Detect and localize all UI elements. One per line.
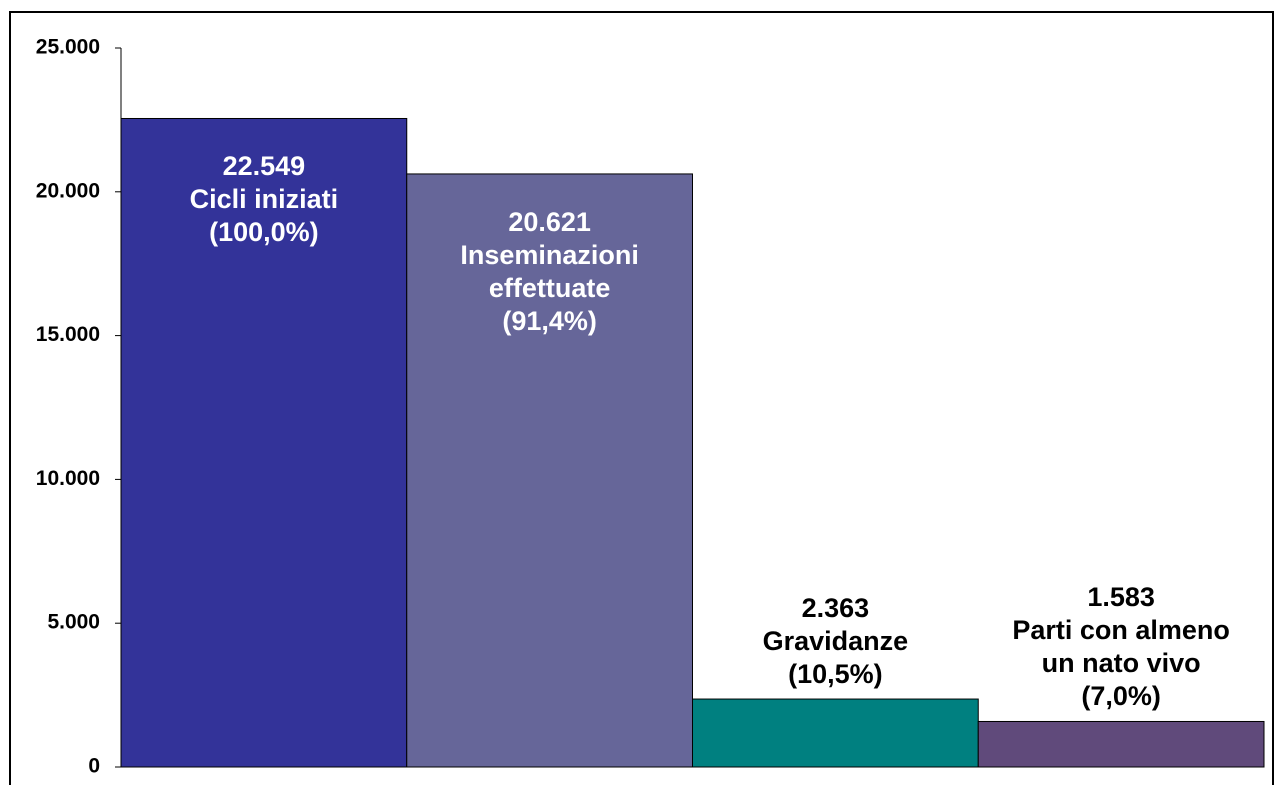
share-label: (7,0%) [1081,681,1161,712]
category-label: Inseminazioni effettuate [460,239,639,303]
y-tick-label: 25.000 [36,36,100,59]
label-box: 22.549 Cicli iniziati (100,0%) [121,150,407,767]
label-box: 20.621 Inseminazioni effettuate (91,4%) [407,206,693,767]
bar [977,720,1265,768]
y-tick-label: 15.000 [36,323,100,346]
value-label: 22.549 [222,151,306,182]
y-tick-label: 5.000 [47,611,100,634]
value-label: 1.583 [1087,582,1155,613]
share-label: (91,4%) [502,305,597,336]
y-tick-label: 20.000 [36,179,100,202]
bar [692,698,979,768]
category-label: Parti con almeno un nato vivo [1012,615,1230,679]
category-label: Gravidanze [762,626,909,657]
y-tick-label: 10.000 [36,467,100,490]
share-label: (100,0%) [209,217,319,248]
share-label: (10,5%) [788,659,883,690]
value-label: 2.363 [801,593,870,624]
label-box: 2.363 Gravidanze (10,5%) [693,0,979,691]
category-label: Cicli iniziati [189,184,339,215]
value-label: 20.621 [508,206,591,237]
bar [120,117,408,768]
frame [9,11,1274,785]
y-tick-label: 0 [88,755,100,778]
bar [406,173,693,768]
label-box: 1.583 Parti con almeno un nato vivo (7,0%) [978,0,1264,713]
